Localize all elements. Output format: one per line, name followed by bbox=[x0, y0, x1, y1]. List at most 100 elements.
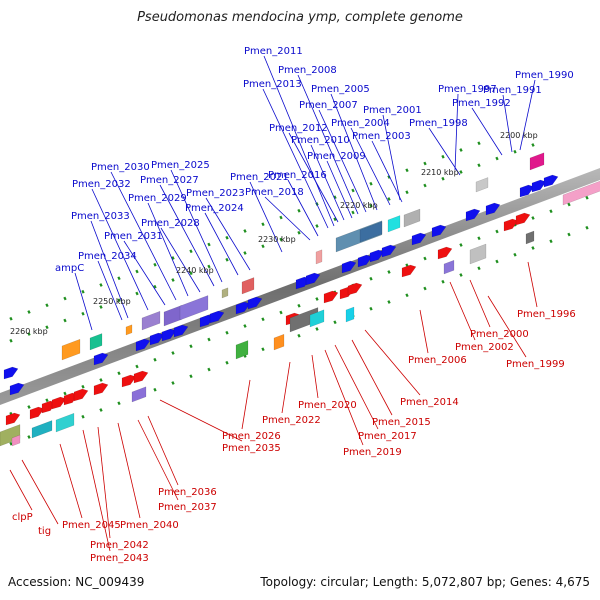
gene-label-pmen_2006: Pmen_2006 bbox=[408, 355, 467, 366]
tick-mark bbox=[567, 202, 571, 207]
tick-mark bbox=[63, 391, 67, 396]
gene-block bbox=[309, 309, 325, 328]
tick-mark bbox=[27, 405, 31, 409]
tick-mark bbox=[45, 303, 49, 308]
leader-line bbox=[449, 281, 476, 341]
gene-label-pmen_1997: Pmen_1997 bbox=[438, 84, 497, 95]
reverse-gene-arrow bbox=[347, 282, 363, 296]
gene-label-pmen_2009: Pmen_2009 bbox=[307, 151, 366, 162]
gene-block bbox=[525, 230, 535, 245]
gene-label-pmen_2015: Pmen_2015 bbox=[372, 417, 431, 428]
tick-mark bbox=[369, 276, 373, 281]
leader-line bbox=[469, 279, 491, 328]
leader-line bbox=[288, 132, 339, 223]
leader-line bbox=[159, 184, 215, 287]
forward-gene-arrow bbox=[381, 244, 397, 258]
tick-mark bbox=[63, 296, 67, 301]
tick-mark bbox=[297, 208, 301, 213]
gene-label-pmen_2022: Pmen_2022 bbox=[262, 415, 321, 426]
leader-line bbox=[159, 399, 243, 442]
leader-line bbox=[205, 197, 251, 271]
leader-line bbox=[97, 260, 123, 321]
reverse-gene-arrow bbox=[5, 412, 21, 426]
forward-gene-arrow bbox=[149, 332, 165, 346]
reverse-gene-arrow bbox=[121, 374, 137, 388]
gene-label-pmen_2042: Pmen_2042 bbox=[90, 540, 149, 551]
forward-gene-arrow bbox=[135, 338, 151, 352]
accession-text: Accession: NC_009439 bbox=[8, 575, 145, 589]
gene-label-pmen_2014: Pmen_2014 bbox=[400, 397, 459, 408]
gene-block bbox=[55, 412, 75, 433]
forward-gene-arrow bbox=[485, 202, 501, 216]
leader-line bbox=[318, 109, 367, 213]
gene-block bbox=[141, 310, 161, 331]
tick-mark bbox=[207, 337, 211, 342]
tick-mark bbox=[9, 316, 13, 321]
tick-mark bbox=[495, 156, 499, 161]
gene-label-pmen_2018: Pmen_2018 bbox=[245, 187, 304, 198]
leader-line bbox=[351, 339, 393, 416]
reverse-gene-arrow bbox=[51, 396, 67, 410]
leader-line bbox=[170, 169, 223, 283]
leader-line bbox=[334, 344, 379, 430]
tick-mark bbox=[477, 163, 481, 168]
leader-line bbox=[350, 127, 391, 206]
gene-label-pmen_2030: Pmen_2030 bbox=[91, 162, 150, 173]
leader-line bbox=[117, 422, 141, 519]
gene-label-pmen_2003: Pmen_2003 bbox=[352, 131, 411, 142]
tick-mark bbox=[81, 384, 85, 389]
tick-mark bbox=[405, 190, 409, 195]
tick-label: 2210 kbp bbox=[421, 168, 459, 177]
leader-line bbox=[330, 93, 378, 211]
leader-line bbox=[91, 188, 149, 311]
tick-mark bbox=[369, 181, 373, 186]
leader-line bbox=[82, 429, 111, 552]
gene-label-pmen_2010: Pmen_2010 bbox=[291, 135, 350, 146]
gene-block bbox=[89, 333, 103, 351]
gene-block bbox=[31, 420, 53, 439]
reverse-gene-arrow bbox=[29, 406, 45, 420]
tick-mark bbox=[459, 273, 463, 277]
leader-line bbox=[311, 354, 319, 399]
gene-label-pmen_2035: Pmen_2035 bbox=[222, 443, 281, 454]
tick-mark bbox=[261, 244, 265, 249]
leader-line bbox=[147, 415, 179, 486]
label-leader-lines bbox=[9, 55, 538, 552]
tick-mark bbox=[189, 344, 193, 349]
tick-mark bbox=[117, 298, 121, 303]
leader-line bbox=[382, 114, 401, 201]
tick-mark bbox=[261, 347, 265, 352]
tick-mark bbox=[351, 188, 355, 193]
leader-line bbox=[204, 212, 239, 276]
tick-label: 2200 kbp bbox=[500, 131, 538, 140]
leader-line bbox=[241, 379, 251, 430]
gene-label-pmen_2000: Pmen_2000 bbox=[470, 329, 529, 340]
gene-label-pmen_1990: Pmen_1990 bbox=[515, 70, 574, 81]
tick-mark bbox=[531, 143, 535, 147]
forward-gene-arrow bbox=[3, 366, 19, 380]
tick-mark bbox=[477, 236, 481, 241]
gene-label-pmen_2020: Pmen_2020 bbox=[298, 400, 357, 411]
tick-mark bbox=[27, 310, 31, 314]
tick-mark bbox=[27, 332, 31, 336]
tick-mark bbox=[45, 398, 49, 403]
tick-mark bbox=[81, 289, 85, 294]
gene-label-pmen_2029: Pmen_2029 bbox=[128, 193, 187, 204]
tick-mark bbox=[261, 317, 265, 322]
tick-mark bbox=[207, 264, 211, 269]
tick-mark bbox=[153, 262, 157, 267]
tick-mark bbox=[459, 148, 463, 152]
gene-label-pmen_2025: Pmen_2025 bbox=[151, 160, 210, 171]
tick-mark bbox=[153, 387, 157, 392]
tick-label: 2250 kbp bbox=[93, 297, 131, 306]
gene-label-pmen_2012: Pmen_2012 bbox=[269, 123, 328, 134]
leader-line bbox=[59, 443, 83, 519]
gene-block bbox=[443, 259, 455, 275]
gene-label-pmen_1999: Pmen_1999 bbox=[506, 359, 565, 370]
leader-line bbox=[97, 426, 111, 539]
forward-gene-arrow bbox=[543, 174, 559, 188]
leader-line bbox=[74, 272, 93, 331]
leader-line bbox=[263, 55, 335, 227]
tick-mark bbox=[279, 215, 283, 220]
